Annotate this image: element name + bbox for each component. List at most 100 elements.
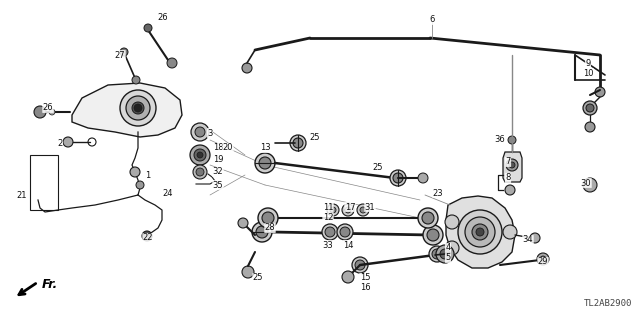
Circle shape	[345, 207, 351, 213]
Text: 34: 34	[523, 236, 533, 244]
Circle shape	[583, 101, 597, 115]
Text: 27: 27	[115, 51, 125, 60]
Circle shape	[132, 102, 144, 114]
Text: 23: 23	[433, 188, 444, 197]
Text: 36: 36	[495, 135, 506, 145]
Circle shape	[126, 96, 150, 120]
Text: 11: 11	[323, 203, 333, 212]
Text: 4: 4	[445, 244, 451, 252]
Circle shape	[509, 162, 515, 168]
Circle shape	[472, 224, 488, 240]
Text: 15: 15	[360, 274, 371, 283]
Circle shape	[262, 212, 274, 224]
Text: 3: 3	[207, 129, 212, 138]
Circle shape	[130, 167, 140, 177]
Circle shape	[330, 207, 336, 213]
Circle shape	[256, 226, 268, 238]
Circle shape	[193, 165, 207, 179]
Text: TL2AB2900: TL2AB2900	[584, 299, 632, 308]
Circle shape	[418, 173, 428, 183]
Text: 20: 20	[223, 143, 233, 153]
Text: 21: 21	[17, 190, 28, 199]
Circle shape	[252, 222, 272, 242]
Circle shape	[337, 224, 353, 240]
Circle shape	[585, 122, 595, 132]
Circle shape	[167, 58, 177, 68]
Circle shape	[342, 204, 354, 216]
Polygon shape	[72, 83, 182, 137]
Circle shape	[342, 271, 354, 283]
Circle shape	[322, 224, 338, 240]
Circle shape	[49, 109, 55, 115]
Text: 25: 25	[253, 274, 263, 283]
Text: 10: 10	[583, 68, 593, 77]
Circle shape	[505, 185, 515, 195]
Circle shape	[422, 212, 434, 224]
Circle shape	[530, 233, 540, 243]
Circle shape	[355, 260, 365, 270]
Circle shape	[142, 231, 152, 241]
Text: 8: 8	[506, 173, 511, 182]
Circle shape	[390, 170, 406, 186]
Circle shape	[360, 207, 366, 213]
Circle shape	[194, 149, 206, 161]
Text: 32: 32	[212, 167, 223, 177]
Polygon shape	[446, 196, 515, 268]
Circle shape	[120, 48, 128, 56]
Circle shape	[134, 104, 142, 112]
Circle shape	[63, 137, 73, 147]
Text: 19: 19	[212, 156, 223, 164]
Circle shape	[595, 87, 605, 97]
Circle shape	[242, 63, 252, 73]
Text: 26: 26	[43, 103, 53, 113]
Circle shape	[290, 135, 306, 151]
Circle shape	[259, 157, 271, 169]
Circle shape	[191, 123, 209, 141]
Text: 17: 17	[345, 203, 355, 212]
Text: 7: 7	[506, 157, 511, 166]
Circle shape	[120, 90, 156, 126]
Bar	[30, 155, 58, 210]
Circle shape	[440, 249, 450, 259]
Circle shape	[508, 136, 516, 144]
Text: 6: 6	[429, 15, 435, 25]
Text: 1: 1	[145, 171, 150, 180]
Polygon shape	[503, 152, 522, 182]
Circle shape	[195, 127, 205, 137]
Circle shape	[352, 257, 368, 273]
Text: 28: 28	[265, 223, 275, 233]
Text: 16: 16	[360, 284, 371, 292]
Circle shape	[418, 208, 438, 228]
Circle shape	[144, 24, 152, 32]
Text: 30: 30	[580, 179, 591, 188]
Circle shape	[432, 249, 442, 259]
Circle shape	[458, 210, 502, 254]
Circle shape	[586, 104, 594, 112]
Text: 5: 5	[445, 253, 451, 262]
Circle shape	[190, 145, 210, 165]
Circle shape	[132, 76, 140, 84]
Circle shape	[196, 168, 204, 176]
Circle shape	[423, 225, 443, 245]
Circle shape	[465, 217, 495, 247]
Text: 33: 33	[323, 241, 333, 250]
Circle shape	[506, 159, 518, 171]
Text: 25: 25	[310, 133, 320, 142]
Circle shape	[34, 106, 46, 118]
Text: 12: 12	[323, 212, 333, 221]
Text: Fr.: Fr.	[42, 278, 58, 292]
Circle shape	[429, 246, 445, 262]
Circle shape	[293, 138, 303, 148]
Circle shape	[136, 181, 144, 189]
Circle shape	[255, 153, 275, 173]
Text: 22: 22	[143, 234, 153, 243]
Circle shape	[325, 227, 335, 237]
Text: 25: 25	[372, 164, 383, 172]
Text: 18: 18	[212, 143, 223, 153]
Circle shape	[476, 228, 484, 236]
Circle shape	[393, 173, 403, 183]
Circle shape	[540, 256, 546, 262]
Circle shape	[340, 227, 350, 237]
Circle shape	[445, 241, 459, 255]
Circle shape	[357, 204, 369, 216]
